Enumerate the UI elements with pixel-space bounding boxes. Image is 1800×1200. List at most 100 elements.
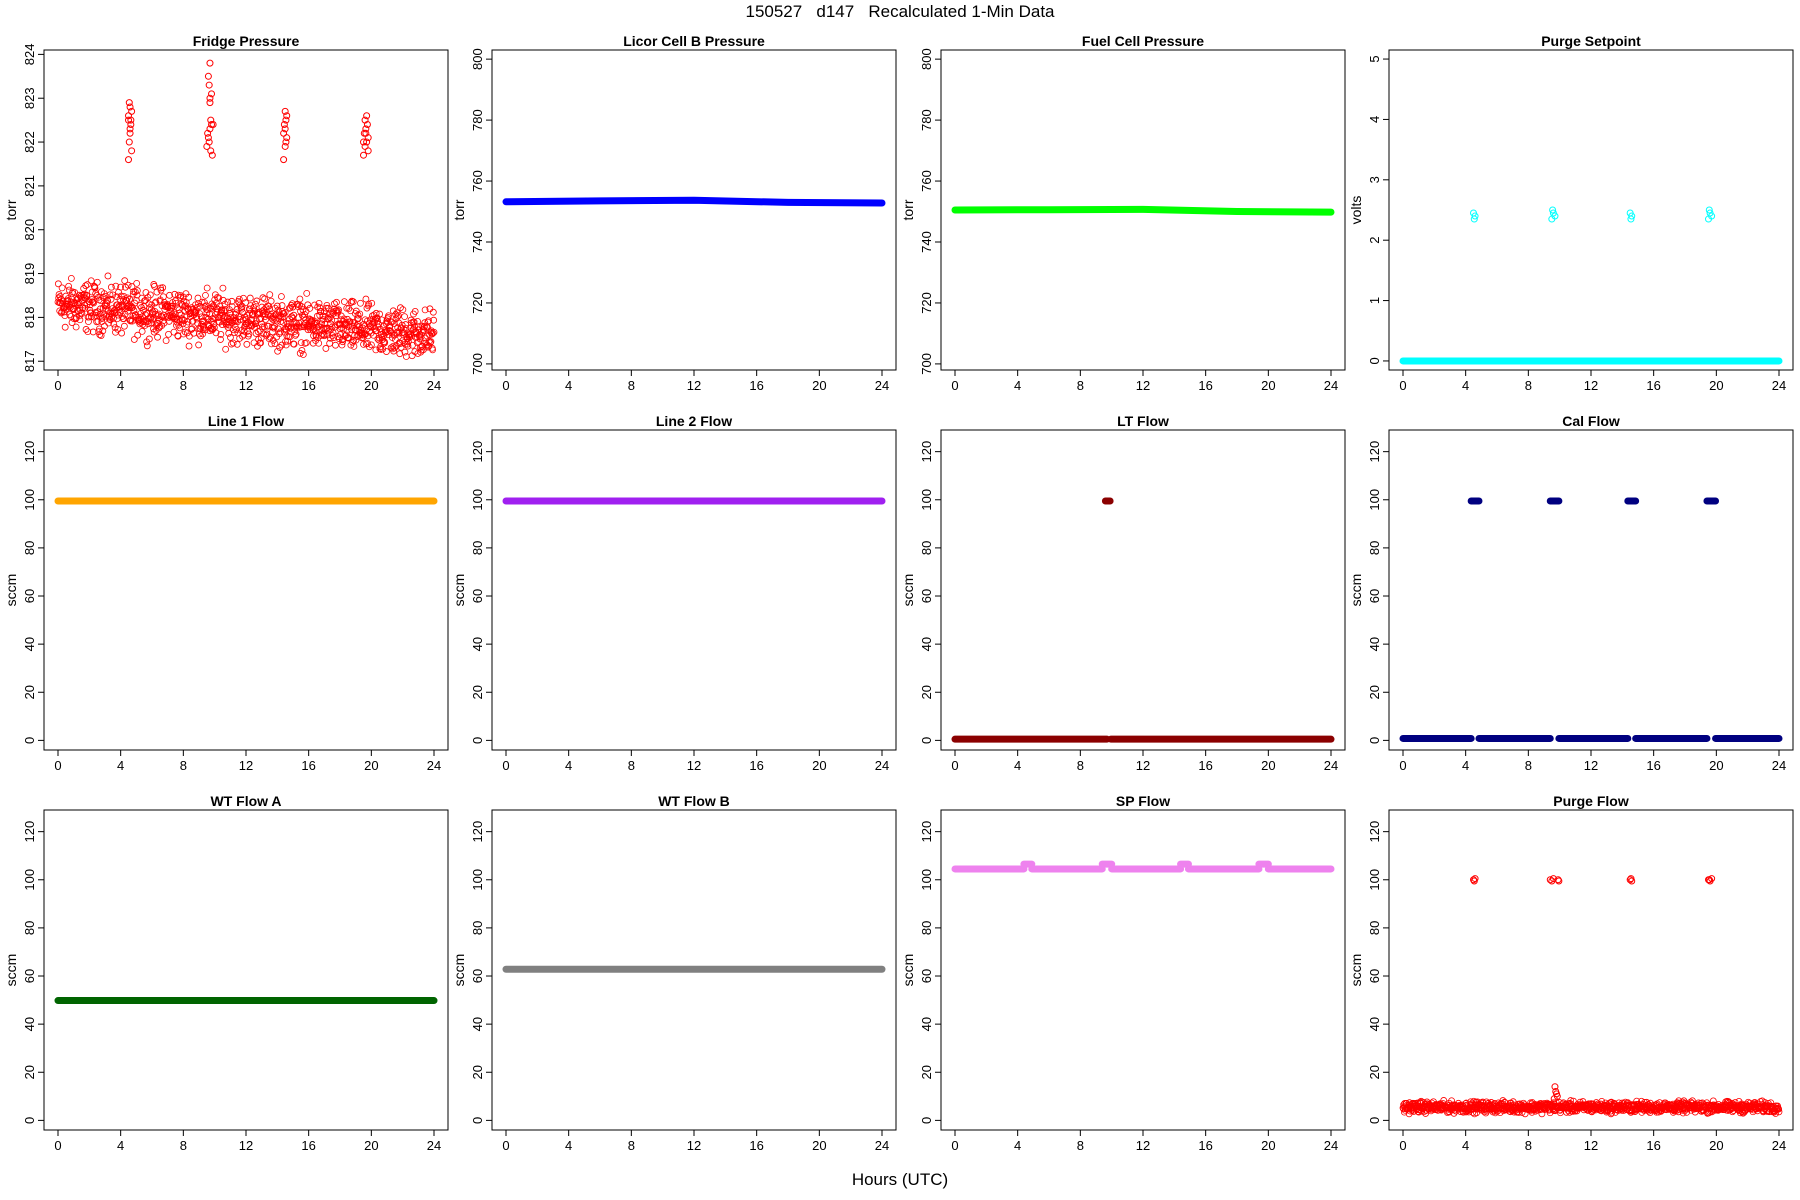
data-point (281, 328, 288, 336)
data-point (340, 315, 348, 323)
panel-6: LT Flow sccm 0 20 40 60 80 100 120 0 4 8 12 16 20 24 (900, 413, 1346, 773)
data-point (235, 295, 243, 303)
data-point (391, 344, 399, 352)
data-point (407, 324, 415, 332)
data-point (266, 291, 274, 299)
x-tick-label: 16 (1198, 758, 1212, 773)
data-point (362, 129, 370, 137)
data-point (125, 156, 132, 164)
data-point (1775, 1105, 1783, 1113)
data-point (1554, 876, 1562, 884)
y-tick-label: 20 (22, 685, 37, 699)
data-point (170, 328, 178, 336)
x-tick-label: 4 (1462, 1138, 1469, 1153)
data-point (206, 94, 214, 102)
data-point (257, 339, 264, 347)
data-point (411, 308, 419, 315)
data-point (362, 295, 370, 303)
data-point (1626, 876, 1634, 884)
data-point (85, 313, 93, 321)
data-point (345, 334, 353, 342)
y-tick-label: 120 (1367, 441, 1382, 463)
panel-title: WT Flow A (210, 793, 281, 809)
x-tick-label: 0 (54, 378, 61, 393)
x-tick-label: 20 (1709, 378, 1723, 393)
data-point (221, 306, 229, 313)
data-point (274, 347, 282, 355)
y-tick-label: 800 (470, 48, 485, 70)
data-point (203, 284, 211, 292)
data-point (1551, 1083, 1559, 1091)
data-point (292, 330, 300, 338)
plot-frame (43, 809, 449, 1131)
data-point (125, 99, 133, 107)
data-point (269, 336, 277, 344)
data-point (280, 129, 288, 137)
data-point (138, 328, 146, 335)
x-tick-label: 16 (301, 1138, 315, 1153)
data-point (118, 329, 126, 337)
data-point (107, 295, 115, 303)
data-point (125, 138, 133, 146)
y-tick-label: 760 (470, 170, 485, 192)
x-tick-label: 20 (1261, 378, 1275, 393)
data-point (109, 291, 117, 299)
x-tick-label: 12 (687, 758, 701, 773)
data-point (429, 329, 437, 337)
data-point (373, 327, 380, 335)
data-point (209, 121, 217, 129)
data-point (240, 331, 248, 339)
data-point (67, 274, 75, 282)
data-point (376, 310, 384, 318)
data-point (372, 309, 380, 317)
data-point (331, 300, 338, 308)
x-tick-label: 16 (301, 758, 315, 773)
data-point (168, 311, 176, 319)
plot-frame (43, 429, 449, 751)
data-point (211, 314, 219, 322)
data-point (246, 294, 254, 302)
panel-title: LT Flow (1117, 413, 1169, 429)
x-tick-label: 8 (1525, 378, 1532, 393)
data-point (252, 300, 259, 308)
data-point (112, 282, 120, 290)
plot-frame (491, 429, 897, 751)
data-point (149, 315, 157, 322)
panel-7: Cal Flow sccm 0 20 40 60 80 100 120 0 4 8 12 16 20 24 (1348, 413, 1794, 773)
data-point (54, 280, 62, 288)
data-point (335, 306, 342, 314)
x-tick-label: 24 (875, 378, 889, 393)
data-point (92, 309, 100, 317)
data-point (311, 327, 319, 335)
y-tick-label: 100 (1367, 489, 1382, 511)
x-tick-label: 16 (1198, 378, 1212, 393)
y-tick-label: 700 (470, 353, 485, 375)
data-point (424, 318, 432, 326)
x-tick-label: 0 (54, 1138, 61, 1153)
data-point (363, 304, 371, 312)
x-tick-label: 12 (1136, 1138, 1150, 1153)
data-point (278, 293, 285, 300)
data-point (360, 138, 367, 146)
data-point (129, 290, 137, 298)
data-point (94, 293, 102, 301)
plot-frame (1388, 809, 1794, 1131)
data-point (342, 319, 350, 326)
data-point (158, 322, 166, 330)
data-point (159, 284, 167, 292)
panel-title: Line 1 Flow (208, 413, 284, 429)
x-tick-label: 8 (628, 378, 635, 393)
data-point (126, 103, 134, 111)
data-point (1607, 1110, 1615, 1118)
y-tick-label: 100 (470, 489, 485, 511)
data-point (253, 297, 261, 305)
y-tick-label: 120 (919, 441, 934, 463)
data-point (134, 331, 142, 339)
data-point (1515, 1109, 1523, 1116)
y-tick-label: 120 (22, 821, 37, 843)
data-point (333, 298, 340, 306)
data-point (254, 309, 262, 317)
data-point (425, 317, 432, 325)
x-tick-label: 24 (1772, 378, 1786, 393)
data-point (354, 311, 362, 319)
